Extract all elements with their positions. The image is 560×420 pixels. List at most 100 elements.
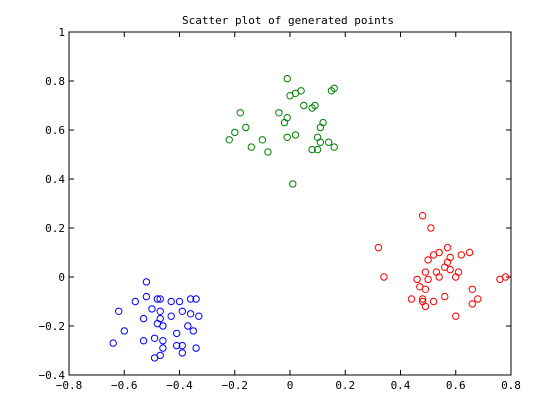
data-point — [280, 118, 289, 127]
data-point — [413, 275, 421, 284]
data-point — [421, 268, 430, 276]
data-point — [435, 273, 443, 281]
data-point — [258, 136, 267, 144]
data-point — [468, 285, 476, 293]
data-point — [424, 275, 432, 284]
y-tick-label: 0.2 — [45, 222, 65, 235]
y-tick-label: −0.4 — [39, 369, 66, 382]
data-point — [131, 297, 140, 306]
data-point — [452, 312, 460, 320]
data-point — [175, 297, 184, 306]
data-point — [291, 131, 300, 139]
data-point — [446, 265, 454, 274]
data-point — [173, 341, 181, 350]
data-point — [139, 314, 148, 323]
data-point — [142, 292, 151, 301]
y-tick-label: 0.4 — [45, 173, 65, 186]
data-point — [316, 138, 325, 146]
data-point — [192, 344, 200, 352]
x-tick-label: −0.4 — [166, 379, 193, 392]
y-tick-label: 0.8 — [45, 75, 65, 88]
data-point — [443, 243, 452, 252]
data-point — [407, 295, 416, 303]
data-point — [184, 322, 192, 330]
data-point — [178, 349, 187, 357]
data-point — [247, 143, 256, 151]
data-point — [474, 295, 482, 303]
data-point — [289, 180, 297, 188]
x-tick-label: −0.6 — [111, 379, 138, 392]
data-point — [173, 329, 181, 338]
x-tick-label: −0.8 — [56, 379, 83, 392]
x-tick-labels: −0.8 −0.6 −0.4 −0.2 0 0.2 0.4 0.6 0.8 — [56, 379, 521, 392]
data-point — [159, 344, 167, 352]
y-tick-label: 1 — [58, 26, 65, 39]
y-tick-label: 0.6 — [45, 124, 65, 137]
data-point — [120, 327, 129, 335]
x-tick-label: 0.2 — [335, 379, 355, 392]
data-point — [465, 248, 474, 257]
data-point — [195, 312, 203, 320]
data-point — [421, 302, 430, 311]
data-point — [156, 307, 164, 315]
data-point — [330, 143, 338, 151]
data-point — [167, 312, 175, 320]
data-point — [421, 285, 430, 293]
data-point — [189, 327, 198, 335]
data-point — [192, 295, 200, 303]
data-point — [115, 307, 123, 315]
x-tick-label: 0.6 — [446, 379, 466, 392]
data-point — [286, 92, 294, 100]
data-points — [109, 74, 510, 362]
data-point — [300, 101, 308, 110]
chart-title: Scatter plot of generated points — [182, 14, 394, 27]
series-1 — [225, 74, 338, 188]
data-point — [308, 145, 316, 154]
data-point — [418, 212, 427, 220]
data-point — [236, 109, 245, 117]
x-tick-label: 0.4 — [391, 379, 411, 392]
data-point — [374, 243, 383, 252]
data-point — [457, 251, 465, 259]
data-point — [468, 300, 476, 308]
data-point — [319, 118, 327, 127]
data-point — [186, 295, 195, 303]
data-point — [454, 268, 463, 276]
data-point — [325, 138, 333, 146]
data-point — [264, 148, 272, 156]
data-point — [501, 273, 510, 281]
y-tick-label: −0.2 — [39, 320, 66, 333]
data-point — [327, 87, 336, 95]
data-point — [159, 322, 167, 330]
data-point — [424, 256, 432, 264]
axis-ticks — [68, 31, 512, 376]
data-point — [167, 297, 175, 306]
data-point — [178, 341, 187, 350]
data-point — [150, 354, 159, 362]
data-point — [308, 104, 316, 112]
series-0 — [109, 278, 203, 362]
series-2 — [374, 212, 510, 320]
data-point — [242, 123, 250, 132]
y-tick-label: 0 — [58, 271, 65, 284]
plot-area-frame — [68, 31, 512, 376]
x-tick-label: −0.2 — [222, 379, 249, 392]
data-point — [225, 136, 233, 144]
data-point — [418, 295, 427, 303]
data-point — [142, 278, 151, 286]
data-point — [109, 339, 117, 347]
data-point — [429, 297, 438, 306]
data-point — [316, 123, 325, 132]
data-point — [283, 133, 291, 142]
data-point — [231, 128, 239, 137]
y-tick-labels: −0.4 −0.2 0 0.2 0.4 0.6 0.8 1 — [39, 26, 66, 382]
data-point — [446, 253, 454, 262]
data-point — [275, 109, 283, 117]
data-point — [441, 292, 449, 301]
data-point — [429, 251, 438, 259]
data-point — [313, 145, 322, 154]
data-point — [380, 273, 388, 281]
data-point — [156, 295, 164, 303]
